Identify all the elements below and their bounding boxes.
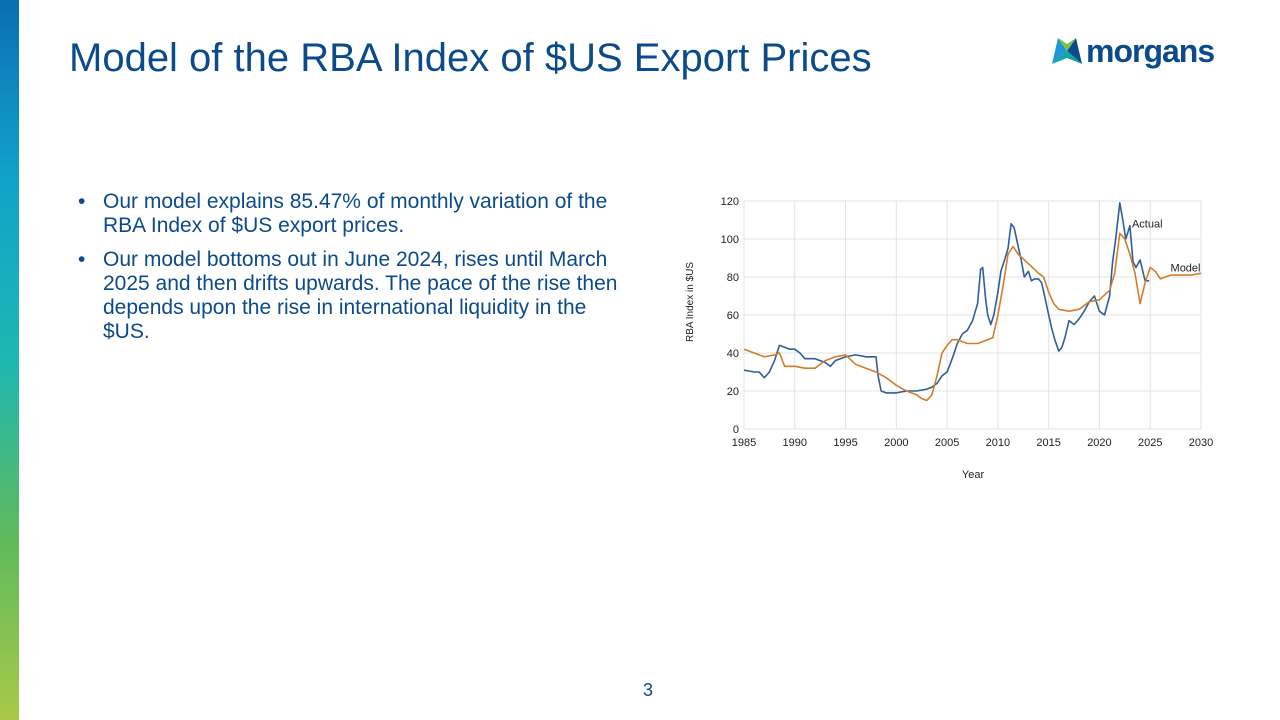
series-line-actual xyxy=(743,202,1150,394)
accent-gradient-bar xyxy=(0,0,19,720)
morgans-logo-mark-icon xyxy=(1052,38,1082,64)
bullet-text: Our model explains 85.47% of monthly var… xyxy=(103,190,608,237)
bullet-item: • Our model bottoms out in June 2024, ri… xyxy=(78,248,638,344)
slide-title: Model of the RBA Index of $US Export Pri… xyxy=(69,36,872,80)
x-tick-label: 2015 xyxy=(1036,437,1060,449)
series-annotation-model: Model xyxy=(1171,262,1201,274)
rba-index-chart: 1985 1990 1995 2000 2005 2010 2015 2020 2025 2030… xyxy=(685,196,1213,481)
y-tick-label: 100 xyxy=(721,234,739,246)
logo-text: morgans xyxy=(1086,33,1215,69)
x-tick-label: 2010 xyxy=(986,437,1010,449)
y-tick-label: 40 xyxy=(727,348,739,360)
series-annotation-actual: Actual xyxy=(1132,219,1163,231)
bullet-marker: • xyxy=(78,190,86,213)
y-tick-label: 120 xyxy=(721,196,739,208)
y-tick-label: 20 xyxy=(727,386,739,398)
page-number: 3 xyxy=(643,680,654,700)
series-line-model xyxy=(743,232,1202,402)
x-tick-label: 2000 xyxy=(884,437,908,449)
x-tick-label: 2005 xyxy=(935,437,959,449)
x-tick-label: 2020 xyxy=(1087,437,1111,449)
morgans-logo: morgans xyxy=(1050,33,1215,69)
bullet-item: • Our model explains 85.47% of monthly v… xyxy=(78,190,638,238)
x-tick-label: 2025 xyxy=(1138,437,1162,449)
bullet-marker: • xyxy=(78,248,86,271)
x-axis-label: Year xyxy=(962,469,985,481)
y-tick-label: 80 xyxy=(727,272,739,284)
y-tick-label: 60 xyxy=(727,310,739,322)
x-tick-label: 1995 xyxy=(833,437,857,449)
y-tick-label: 0 xyxy=(733,424,739,436)
x-tick-label: 1990 xyxy=(783,437,807,449)
bullet-text: Our model bottoms out in June 2024, rise… xyxy=(103,248,618,343)
bullet-list: • Our model explains 85.47% of monthly v… xyxy=(78,190,638,354)
x-tick-label: 1985 xyxy=(732,437,756,449)
y-axis-label: RBA Index in $US xyxy=(685,262,696,342)
x-tick-label: 2030 xyxy=(1189,437,1213,449)
